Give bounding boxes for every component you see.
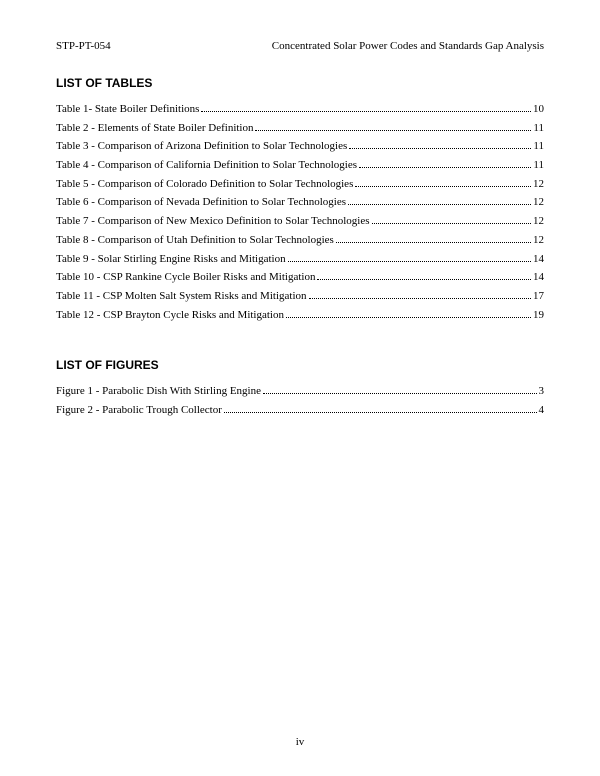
leader-dots (349, 148, 531, 149)
table-entry-page: 17 (533, 287, 544, 306)
table-entry: Table 4 - Comparison of California Defin… (56, 156, 544, 175)
table-entry-page: 11 (533, 137, 544, 156)
table-entry-page: 14 (533, 268, 544, 287)
table-entry: Table 2 - Elements of State Boiler Defin… (56, 119, 544, 138)
leader-dots (309, 298, 531, 299)
table-entry-title: Table 8 - Comparison of Utah Definition … (56, 231, 334, 250)
tables-list: Table 1- State Boiler Definitions10Table… (56, 100, 544, 324)
table-entry-page: 12 (533, 193, 544, 212)
table-entry-title: Table 3 - Comparison of Arizona Definiti… (56, 137, 347, 156)
tables-heading: LIST OF TABLES (56, 76, 544, 90)
table-entry-title: Table 1- State Boiler Definitions (56, 100, 199, 119)
page-header: STP-PT-054 Concentrated Solar Power Code… (56, 40, 544, 52)
leader-dots (348, 204, 531, 205)
figure-entry-page: 3 (539, 382, 545, 401)
table-entry: Table 9 - Solar Stirling Engine Risks an… (56, 250, 544, 269)
table-entry-title: Table 9 - Solar Stirling Engine Risks an… (56, 250, 286, 269)
table-entry-title: Table 7 - Comparison of New Mexico Defin… (56, 212, 370, 231)
leader-dots (336, 242, 531, 243)
table-entry-page: 19 (533, 306, 544, 325)
table-entry-page: 11 (533, 156, 544, 175)
table-entry-title: Table 5 - Comparison of Colorado Definit… (56, 175, 353, 194)
figure-entry-title: Figure 2 - Parabolic Trough Collector (56, 401, 222, 420)
table-entry: Table 11 - CSP Molten Salt System Risks … (56, 287, 544, 306)
table-entry: Table 1- State Boiler Definitions 10 (56, 100, 544, 119)
figures-heading: LIST OF FIGURES (56, 358, 544, 372)
table-entry-page: 14 (533, 250, 544, 269)
table-entry-title: Table 11 - CSP Molten Salt System Risks … (56, 287, 307, 306)
figure-entry: Figure 2 - Parabolic Trough Collector 4 (56, 401, 544, 420)
leader-dots (255, 130, 531, 131)
table-entry-title: Table 4 - Comparison of California Defin… (56, 156, 357, 175)
table-entry: Table 7 - Comparison of New Mexico Defin… (56, 212, 544, 231)
leader-dots (286, 317, 531, 318)
table-entry-page: 12 (533, 231, 544, 250)
table-entry-page: 10 (533, 100, 544, 119)
table-entry-page: 12 (533, 212, 544, 231)
table-entry-page: 12 (533, 175, 544, 194)
table-entry: Table 3 - Comparison of Arizona Definiti… (56, 137, 544, 156)
leader-dots (263, 393, 537, 394)
table-entry-title: Table 6 - Comparison of Nevada Definitio… (56, 193, 346, 212)
figures-list: Figure 1 - Parabolic Dish With Stirling … (56, 382, 544, 419)
table-entry-title: Table 10 - CSP Rankine Cycle Boiler Risk… (56, 268, 315, 287)
leader-dots (355, 186, 531, 187)
table-entry: Table 10 - CSP Rankine Cycle Boiler Risk… (56, 268, 544, 287)
figure-entry: Figure 1 - Parabolic Dish With Stirling … (56, 382, 544, 401)
leader-dots (288, 261, 531, 262)
leader-dots (372, 223, 531, 224)
table-entry-page: 11 (533, 119, 544, 138)
doc-title: Concentrated Solar Power Codes and Stand… (272, 40, 544, 52)
leader-dots (317, 279, 531, 280)
figure-entry-title: Figure 1 - Parabolic Dish With Stirling … (56, 382, 261, 401)
doc-id: STP-PT-054 (56, 40, 111, 52)
table-entry-title: Table 2 - Elements of State Boiler Defin… (56, 119, 253, 138)
page-number: iv (0, 736, 600, 748)
leader-dots (201, 111, 531, 112)
leader-dots (224, 412, 537, 413)
table-entry: Table 6 - Comparison of Nevada Definitio… (56, 193, 544, 212)
table-entry: Table 5 - Comparison of Colorado Definit… (56, 175, 544, 194)
table-entry: Table 8 - Comparison of Utah Definition … (56, 231, 544, 250)
leader-dots (359, 167, 531, 168)
figure-entry-page: 4 (539, 401, 545, 420)
table-entry-title: Table 12 - CSP Brayton Cycle Risks and M… (56, 306, 284, 325)
table-entry: Table 12 - CSP Brayton Cycle Risks and M… (56, 306, 544, 325)
